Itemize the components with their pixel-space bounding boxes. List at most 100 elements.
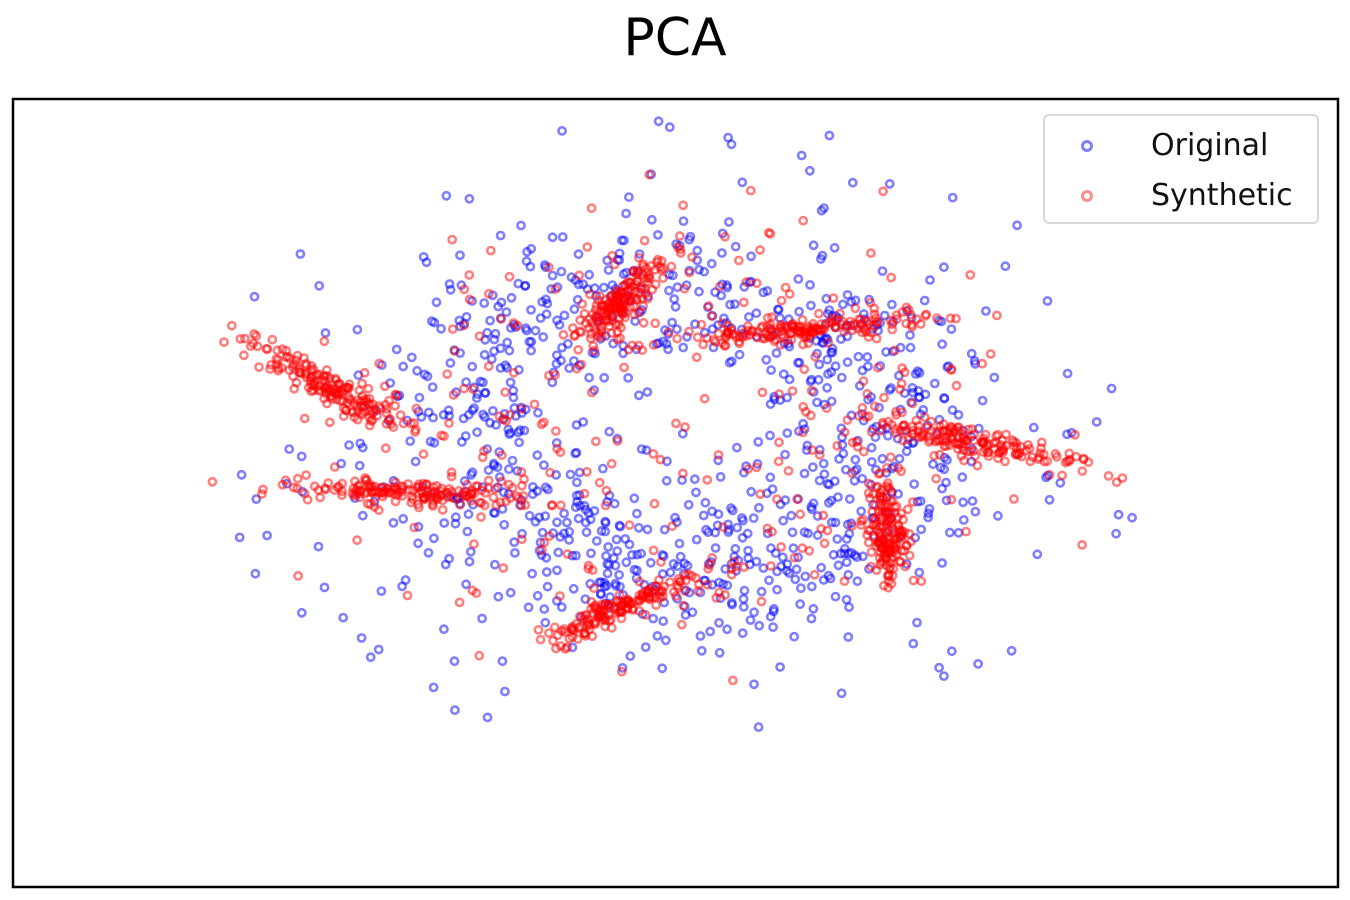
data-point-synthetic bbox=[787, 386, 798, 396]
data-point-original bbox=[526, 243, 537, 254]
data-point-original bbox=[491, 419, 501, 430]
data-point-original bbox=[796, 583, 806, 594]
data-point-synthetic bbox=[823, 337, 834, 348]
data-point-synthetic bbox=[238, 350, 249, 361]
data-point-synthetic bbox=[884, 516, 895, 527]
data-point-original bbox=[485, 315, 495, 326]
data-point-synthetic bbox=[821, 403, 832, 414]
data-point-synthetic bbox=[706, 310, 717, 321]
data-point-original bbox=[250, 568, 261, 579]
data-point-synthetic bbox=[767, 526, 777, 537]
data-point-synthetic bbox=[765, 561, 776, 571]
data-point-original bbox=[479, 349, 490, 360]
data-point-original bbox=[580, 504, 591, 515]
data-point-synthetic bbox=[863, 315, 873, 326]
data-point-original bbox=[850, 454, 861, 465]
data-point-original bbox=[884, 178, 895, 189]
data-point-original bbox=[808, 603, 819, 614]
data-point-original bbox=[907, 382, 918, 393]
data-point-synthetic bbox=[916, 576, 927, 587]
data-point-original bbox=[737, 177, 748, 188]
data-point-original bbox=[352, 324, 363, 335]
data-point-synthetic bbox=[863, 478, 874, 489]
data-point-original bbox=[852, 552, 862, 563]
data-point-synthetic bbox=[839, 576, 850, 587]
data-point-synthetic bbox=[504, 479, 514, 490]
data-point-original bbox=[313, 541, 324, 552]
data-point-synthetic bbox=[708, 335, 719, 345]
data-point-synthetic bbox=[1103, 470, 1114, 481]
data-point-original bbox=[514, 437, 524, 448]
data-point-original bbox=[1044, 494, 1055, 505]
data-point-original bbox=[828, 549, 839, 560]
data-point-synthetic bbox=[789, 552, 800, 563]
data-point-original bbox=[793, 274, 804, 284]
data-point-original bbox=[463, 509, 474, 520]
data-point-synthetic bbox=[518, 491, 529, 501]
data-point-original bbox=[602, 568, 613, 579]
data-point-original bbox=[357, 442, 368, 453]
data-point-original bbox=[746, 486, 757, 497]
data-point-synthetic bbox=[591, 436, 601, 447]
data-point-original bbox=[946, 646, 957, 657]
data-point-original bbox=[843, 548, 854, 559]
data-point-synthetic bbox=[965, 269, 976, 280]
data-point-original bbox=[977, 395, 988, 406]
data-point-original bbox=[778, 369, 789, 380]
data-point-synthetic bbox=[871, 519, 882, 530]
data-point-synthetic bbox=[575, 611, 585, 622]
data-point-synthetic bbox=[959, 455, 969, 466]
data-point-synthetic bbox=[384, 414, 395, 425]
data-point-synthetic bbox=[460, 491, 471, 501]
data-point-original bbox=[667, 270, 678, 281]
data-point-synthetic bbox=[634, 595, 645, 605]
data-point-original bbox=[591, 536, 602, 546]
data-point-original bbox=[958, 497, 968, 508]
data-point-synthetic bbox=[680, 422, 690, 432]
data-point-original bbox=[479, 412, 490, 422]
data-point-original bbox=[674, 538, 685, 549]
data-point-original bbox=[692, 245, 703, 256]
data-point-original bbox=[467, 361, 478, 372]
data-point-synthetic bbox=[720, 231, 730, 242]
data-point-original bbox=[970, 506, 981, 517]
data-point-original bbox=[827, 347, 838, 358]
data-point-synthetic bbox=[254, 362, 264, 372]
data-point-original bbox=[718, 579, 728, 590]
data-point-original bbox=[532, 590, 543, 601]
data-point-original bbox=[1012, 220, 1022, 231]
data-point-synthetic bbox=[600, 613, 611, 624]
data-point-original bbox=[464, 556, 475, 567]
data-point-synthetic bbox=[842, 415, 853, 425]
data-point-synthetic bbox=[863, 332, 874, 342]
data-point-synthetic bbox=[756, 596, 767, 607]
data-point-original bbox=[841, 557, 852, 568]
data-point-synthetic bbox=[501, 416, 512, 426]
data-point-synthetic bbox=[894, 531, 905, 542]
data-point-original bbox=[506, 292, 517, 303]
data-point-original bbox=[661, 475, 672, 486]
data-point-original bbox=[725, 299, 735, 310]
data-point-synthetic bbox=[584, 619, 595, 629]
data-point-original bbox=[450, 512, 461, 523]
data-point-original bbox=[710, 543, 721, 553]
data-point-original bbox=[552, 565, 562, 576]
data-point-synthetic bbox=[538, 417, 549, 428]
data-point-synthetic bbox=[993, 429, 1003, 440]
data-point-original bbox=[501, 307, 512, 317]
data-point-original bbox=[957, 472, 968, 483]
data-point-synthetic bbox=[769, 336, 780, 347]
data-point-synthetic bbox=[723, 320, 734, 331]
data-point-synthetic bbox=[654, 586, 665, 597]
data-point-synthetic bbox=[713, 328, 724, 339]
data-point-synthetic bbox=[337, 387, 348, 398]
data-point-synthetic bbox=[731, 561, 742, 572]
data-point-original bbox=[941, 495, 952, 506]
data-point-synthetic bbox=[301, 470, 311, 480]
data-point-synthetic bbox=[946, 494, 957, 505]
data-point-original bbox=[376, 586, 387, 596]
data-point-original bbox=[769, 604, 779, 614]
data-point-synthetic bbox=[886, 272, 896, 283]
data-point-original bbox=[614, 570, 624, 580]
data-point-synthetic bbox=[513, 493, 524, 503]
